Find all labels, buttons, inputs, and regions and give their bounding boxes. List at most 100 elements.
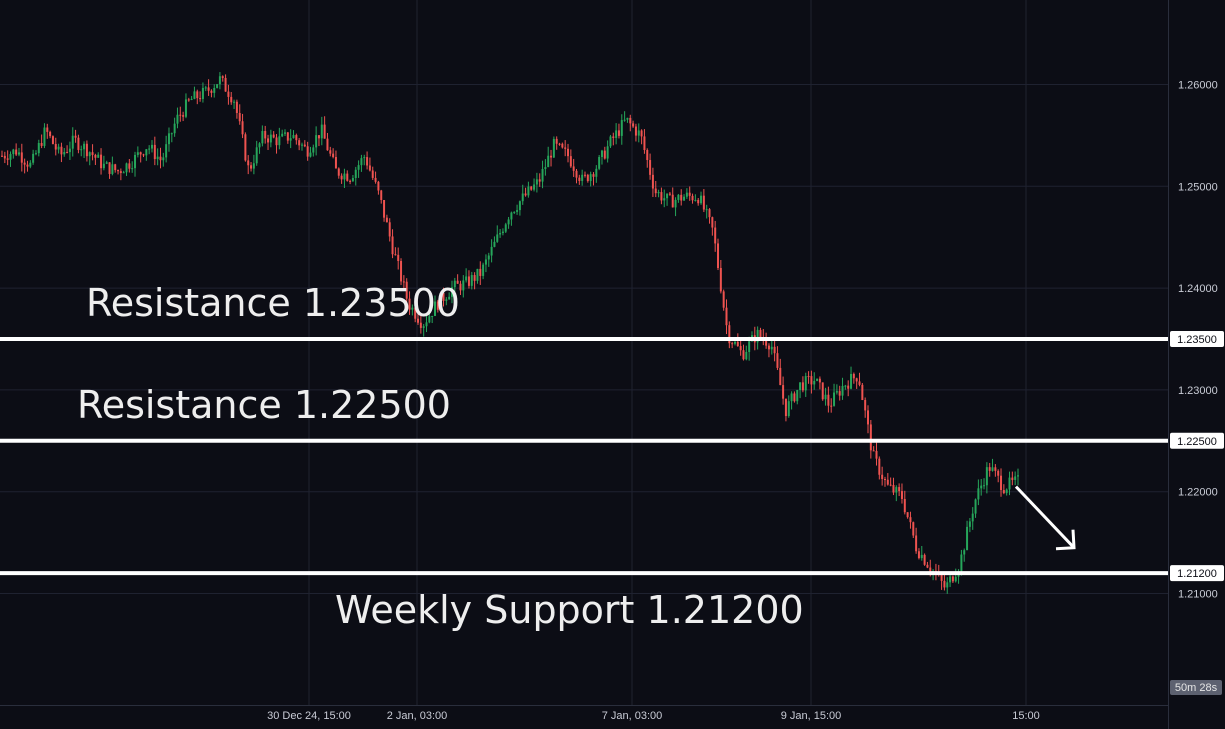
candle-body	[516, 210, 519, 212]
candle-body	[366, 157, 369, 166]
candle-body	[677, 194, 680, 200]
candle-body	[3, 155, 6, 159]
candle-body	[711, 217, 714, 228]
candle-body	[810, 376, 813, 385]
candle-body	[920, 554, 923, 559]
candle-body	[915, 535, 918, 552]
candle-body	[473, 275, 476, 281]
candle-body	[878, 458, 881, 475]
candle-body	[1000, 475, 1003, 491]
candle-body	[1011, 477, 1014, 480]
candle-body	[733, 341, 736, 344]
y-tick-label: 1.25000	[1178, 181, 1218, 193]
candle-body	[847, 385, 850, 389]
candle-body	[179, 114, 182, 116]
candle-body	[221, 76, 224, 78]
candle-body	[634, 126, 637, 136]
candle-body	[742, 350, 745, 360]
x-tick-label: 30 Dec 24, 15:00	[267, 710, 351, 722]
candle-body	[530, 186, 533, 190]
candle-body	[216, 84, 219, 88]
candle-body	[951, 576, 954, 582]
candle-body	[210, 90, 213, 93]
candle-body	[408, 298, 411, 310]
candle-body	[824, 394, 827, 400]
candle-body	[804, 376, 807, 391]
candle-body	[298, 140, 301, 146]
candle-body	[632, 123, 635, 127]
candle-body	[971, 513, 974, 522]
candle-body	[946, 582, 949, 588]
y-tick-label: 1.24000	[1178, 283, 1218, 295]
candle-body	[615, 130, 618, 138]
candle-body	[544, 167, 547, 169]
candle-body	[108, 162, 111, 174]
candle-body	[535, 179, 538, 185]
candle-body	[150, 144, 153, 149]
candle-body	[252, 163, 255, 169]
candle-body	[442, 292, 445, 301]
candle-body	[586, 174, 589, 182]
candle-body	[68, 148, 71, 153]
candle-body	[643, 136, 646, 150]
candle-body	[131, 168, 134, 170]
candle-body	[917, 551, 920, 559]
candle-body	[139, 152, 142, 155]
projection-arrow-shaft	[1014, 485, 1076, 549]
candle-body	[394, 254, 397, 256]
candle-body	[1014, 476, 1017, 480]
candle-body	[844, 385, 847, 387]
candle-body	[702, 195, 705, 210]
candle-body	[385, 217, 388, 223]
candle-body	[660, 192, 663, 201]
candle-body	[940, 574, 943, 581]
candle-body	[923, 554, 926, 565]
resistance-2-price-tag	[1170, 432, 1224, 449]
candle-body	[697, 199, 700, 204]
candle-body	[736, 341, 739, 347]
candle-body	[114, 164, 117, 171]
candle-body	[388, 222, 391, 237]
candle-body	[583, 174, 586, 176]
candle-body	[165, 144, 168, 158]
candle-body	[739, 346, 742, 351]
candle-body	[26, 164, 29, 167]
candle-body	[533, 184, 536, 190]
candle-body	[479, 268, 482, 276]
resistance-1-price-tag-label: 1.23500	[1177, 334, 1217, 346]
candle-body	[51, 136, 54, 144]
candle-body	[292, 135, 295, 139]
candle-body	[238, 112, 241, 122]
candle-body	[467, 276, 470, 286]
candle-body	[37, 142, 40, 154]
candle-body	[377, 181, 380, 191]
candle-body	[807, 376, 810, 378]
candle-body	[994, 467, 997, 471]
candle-body	[765, 339, 768, 346]
candle-body	[391, 236, 394, 255]
candle-body	[97, 154, 100, 158]
candle-body	[906, 512, 909, 518]
candle-body	[640, 130, 643, 137]
candle-body	[620, 120, 623, 136]
candle-body	[606, 146, 609, 159]
candle-body	[12, 149, 15, 155]
candle-body	[204, 87, 207, 89]
candle-body	[459, 283, 462, 291]
candle-body	[431, 315, 434, 317]
candle-body	[858, 381, 861, 385]
candle-body	[85, 143, 88, 157]
candle-body	[300, 144, 303, 146]
candle-body	[199, 98, 202, 100]
candle-body	[117, 170, 120, 172]
candle-body	[997, 470, 1000, 476]
candle-body	[445, 299, 448, 301]
weekly-support-price-tag-label: 1.21200	[1177, 568, 1217, 580]
candle-body	[889, 484, 892, 486]
candle-body	[1005, 489, 1008, 494]
candle-body	[900, 491, 903, 499]
candle-body	[850, 373, 853, 389]
candle-body	[337, 168, 340, 176]
